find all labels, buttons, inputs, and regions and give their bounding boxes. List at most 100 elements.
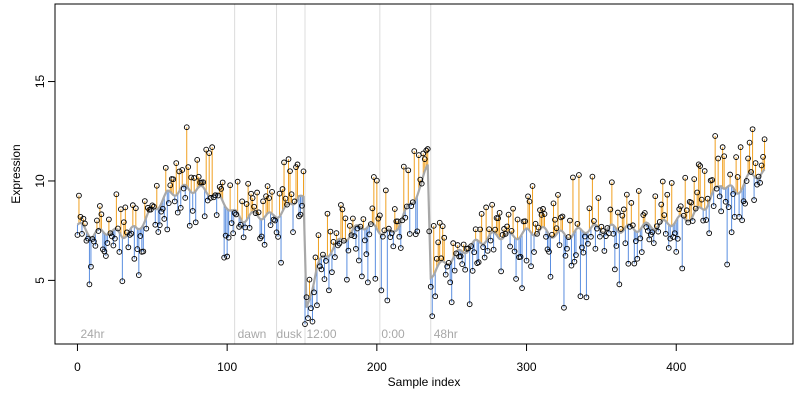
data-point bbox=[532, 220, 539, 227]
data-point bbox=[174, 209, 181, 216]
data-point bbox=[679, 265, 686, 272]
data-point bbox=[275, 233, 281, 240]
data-point bbox=[652, 193, 659, 200]
data-point bbox=[739, 217, 745, 224]
period-label: dusk bbox=[277, 327, 303, 341]
data-point bbox=[266, 195, 272, 201]
x-tick-label: 100 bbox=[217, 360, 237, 374]
data-point bbox=[538, 212, 545, 218]
data-point bbox=[704, 195, 711, 202]
data-point bbox=[426, 228, 433, 235]
data-point bbox=[595, 195, 602, 201]
data-point bbox=[161, 216, 168, 222]
data-point bbox=[388, 230, 395, 237]
data-point bbox=[724, 261, 730, 268]
data-point bbox=[526, 198, 533, 205]
data-point bbox=[752, 160, 759, 166]
data-point bbox=[579, 244, 585, 251]
data-point bbox=[290, 229, 296, 235]
data-point bbox=[326, 287, 332, 294]
data-point bbox=[656, 219, 663, 225]
data-point bbox=[186, 222, 193, 229]
data-point bbox=[589, 173, 596, 180]
data-point bbox=[115, 225, 121, 232]
data-point bbox=[224, 253, 231, 260]
data-point bbox=[323, 258, 329, 264]
data-point bbox=[625, 260, 632, 267]
data-point bbox=[379, 233, 386, 240]
data-point bbox=[438, 255, 445, 262]
data-point bbox=[700, 217, 707, 224]
x-tick-label: 300 bbox=[517, 360, 537, 374]
data-point bbox=[134, 246, 141, 252]
data-point bbox=[317, 263, 323, 270]
data-point bbox=[519, 285, 525, 291]
data-point bbox=[129, 202, 136, 208]
data-point bbox=[291, 198, 298, 205]
x-tick-label: 0 bbox=[74, 360, 81, 374]
x-axis-title: Sample index bbox=[388, 375, 461, 389]
data-point bbox=[610, 230, 617, 237]
data-point bbox=[513, 276, 519, 282]
data-point bbox=[240, 234, 247, 241]
data-point bbox=[655, 228, 662, 235]
data-point bbox=[749, 126, 756, 133]
data-point bbox=[543, 233, 549, 240]
data-point bbox=[508, 227, 515, 234]
data-point bbox=[682, 174, 689, 181]
data-point bbox=[635, 188, 642, 194]
data-point bbox=[728, 229, 735, 236]
data-point bbox=[713, 185, 720, 192]
data-point bbox=[180, 185, 187, 192]
data-point bbox=[119, 278, 126, 285]
data-point bbox=[710, 203, 717, 209]
data-point bbox=[305, 315, 311, 322]
data-point bbox=[447, 279, 454, 286]
data-point bbox=[230, 230, 236, 237]
data-point bbox=[192, 219, 199, 226]
data-point bbox=[649, 229, 656, 236]
data-point bbox=[552, 216, 558, 223]
data-point bbox=[276, 190, 283, 197]
data-point bbox=[430, 222, 437, 229]
data-point bbox=[553, 225, 560, 232]
data-point bbox=[694, 189, 701, 196]
data-point bbox=[314, 302, 320, 309]
data-point bbox=[279, 186, 286, 192]
data-point bbox=[227, 182, 233, 189]
data-point bbox=[252, 210, 259, 216]
data-point bbox=[243, 201, 250, 207]
data-point bbox=[212, 192, 219, 199]
data-point bbox=[661, 212, 668, 218]
data-point bbox=[429, 313, 436, 320]
y-axis-title: Expression bbox=[9, 144, 23, 203]
data-point bbox=[498, 268, 504, 275]
data-point bbox=[691, 176, 698, 182]
data-point bbox=[400, 163, 407, 170]
data-point bbox=[496, 209, 503, 216]
data-point bbox=[628, 200, 635, 206]
data-point bbox=[444, 263, 451, 270]
data-point bbox=[284, 201, 290, 208]
data-point bbox=[98, 211, 105, 218]
data-point bbox=[616, 281, 623, 288]
data-point bbox=[511, 248, 518, 255]
y-tick-label: 10 bbox=[33, 174, 47, 188]
data-point bbox=[269, 188, 275, 195]
data-point bbox=[137, 233, 144, 239]
data-point bbox=[634, 255, 641, 262]
data-point bbox=[451, 267, 458, 274]
data-point bbox=[385, 225, 392, 232]
data-point bbox=[321, 276, 328, 282]
data-point bbox=[439, 223, 446, 230]
data-point bbox=[327, 228, 334, 235]
data-point bbox=[490, 246, 497, 253]
data-point bbox=[200, 179, 207, 186]
data-point bbox=[492, 226, 498, 233]
data-point bbox=[592, 245, 599, 252]
data-point bbox=[128, 230, 135, 237]
data-point bbox=[294, 161, 301, 168]
data-point bbox=[703, 217, 710, 223]
data-point bbox=[155, 229, 162, 235]
data-point bbox=[523, 257, 530, 264]
